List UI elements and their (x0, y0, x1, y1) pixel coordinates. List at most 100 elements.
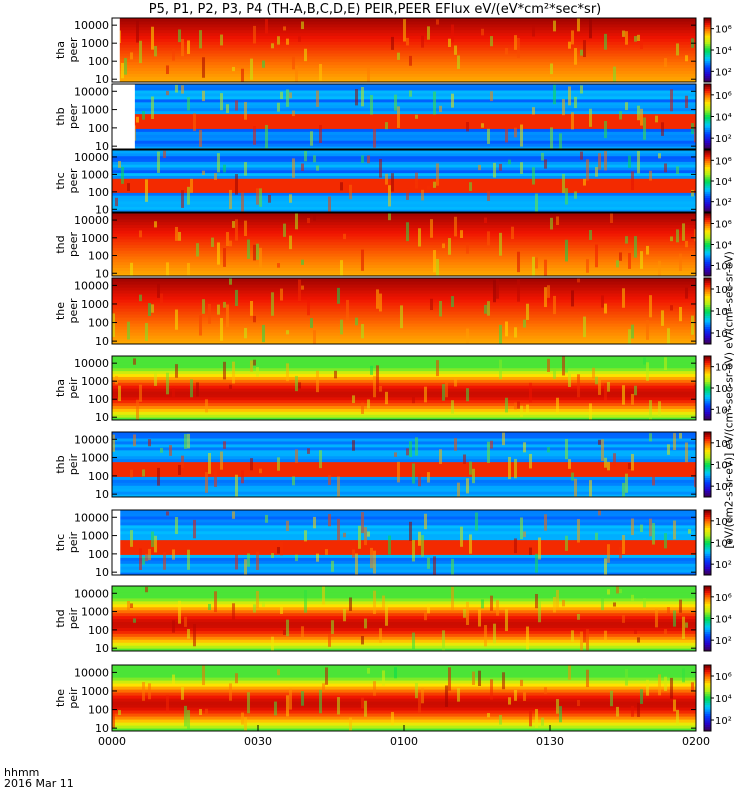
colorbar-segment (704, 107, 711, 111)
colorbar-segment (704, 308, 711, 312)
flux-streak (187, 629, 190, 639)
energy-band (112, 181, 696, 185)
flux-streak (571, 30, 574, 45)
colorbar-segment (704, 35, 711, 38)
colorbar-segment (704, 648, 711, 652)
energy-band (112, 302, 696, 306)
colorbar-segment (704, 203, 711, 207)
flux-streak (343, 233, 346, 240)
colorbar-segment (704, 680, 711, 684)
colorbar-segment (704, 103, 711, 107)
colorbar-segment (704, 221, 711, 224)
flux-streak (670, 305, 673, 311)
flux-streak (574, 191, 577, 199)
colorbar-tick-label: 10⁴ (715, 46, 732, 57)
flux-streak (559, 706, 562, 723)
flux-streak (454, 216, 457, 237)
colorbar-segment (704, 516, 711, 520)
flux-streak (193, 519, 196, 539)
flux-streak (214, 470, 217, 487)
y-tick-label: 10 (95, 488, 109, 501)
energy-band (112, 633, 696, 637)
panel-thd-peer: 10 100 1000 10000 thd peer 10² 10⁴ 10⁶ (54, 212, 732, 280)
flux-streak (178, 600, 181, 624)
panel-thd-peir: 10 100 1000 10000 thd peir 10² 10⁴ 10⁶ (54, 585, 732, 655)
energy-band (112, 470, 696, 474)
flux-streak (490, 36, 493, 47)
energy-band (112, 308, 696, 312)
energy-band (112, 79, 696, 82)
flux-streak (691, 682, 694, 692)
flux-streak (199, 709, 202, 715)
colorbar-segment (704, 678, 711, 681)
colorbar-segment (704, 138, 711, 141)
colorbar-segment (704, 112, 711, 115)
colorbar-segment (704, 544, 711, 548)
energy-band (112, 449, 696, 454)
flux-streak (187, 710, 190, 730)
flux-streak (487, 713, 490, 718)
colorbar-segment (704, 566, 711, 569)
flux-streak (307, 448, 310, 454)
flux-streak (313, 516, 316, 529)
flux-streak (577, 18, 580, 32)
colorbar-segment (704, 646, 711, 650)
flux-streak (493, 162, 496, 178)
flux-streak (292, 476, 295, 486)
energy-band (112, 557, 696, 561)
flux-streak (469, 461, 472, 475)
flux-streak (619, 589, 622, 594)
colorbar-segment (704, 168, 711, 172)
colorbar-segment (704, 195, 711, 199)
colorbar-segment (704, 88, 711, 91)
flux-streak (658, 260, 661, 276)
flux-streak (178, 231, 181, 241)
flux-streak (550, 217, 553, 230)
flux-streak (520, 124, 523, 147)
flux-streak (337, 518, 340, 541)
flux-streak (637, 637, 640, 643)
colorbar-segment (704, 252, 711, 256)
flux-streak (271, 43, 274, 49)
y-tick-label: 10 (95, 73, 109, 86)
energy-band (112, 722, 696, 726)
panel-tha-peir: 10 100 1000 10000 tha peir 10² 10⁴ 10⁶ (54, 355, 732, 424)
flux-streak (307, 298, 310, 316)
flux-streak (148, 548, 151, 561)
flux-streak (646, 245, 649, 255)
flux-streak (499, 359, 502, 380)
panel-tha-peer: 10 100 1000 10000 tha peer 10² 10⁴ 10⁶ (54, 17, 732, 86)
flux-streak (694, 384, 696, 396)
flux-streak (361, 249, 364, 271)
flux-streak (274, 701, 277, 716)
flux-streak (571, 630, 574, 642)
colorbar-segment (704, 152, 711, 155)
flux-streak (295, 554, 298, 562)
flux-streak (568, 86, 571, 106)
colorbar-segment (704, 462, 711, 465)
flux-streak (283, 223, 286, 237)
energy-band (112, 320, 696, 324)
colorbar-tick-label: 10⁴ (715, 461, 732, 472)
energy-band (112, 485, 696, 489)
energy-band (112, 209, 696, 212)
flux-streak (637, 151, 640, 174)
colorbar-segment (704, 400, 711, 404)
colorbar-segment (704, 533, 711, 537)
colorbar-segment (704, 97, 711, 100)
flux-streak (514, 35, 517, 50)
colorbar-segment (704, 490, 711, 494)
energy-band (112, 172, 696, 176)
flux-streak (436, 258, 439, 276)
flux-streak (361, 636, 364, 645)
colorbar-segment (704, 711, 711, 714)
colorbar-segment (704, 43, 711, 47)
flux-streak (670, 236, 673, 242)
flux-streak (286, 695, 289, 717)
flux-streak (154, 535, 157, 553)
energy-band (112, 518, 696, 523)
flux-streak (235, 554, 238, 570)
colorbar-segment (704, 86, 711, 89)
flux-streak (589, 108, 592, 127)
